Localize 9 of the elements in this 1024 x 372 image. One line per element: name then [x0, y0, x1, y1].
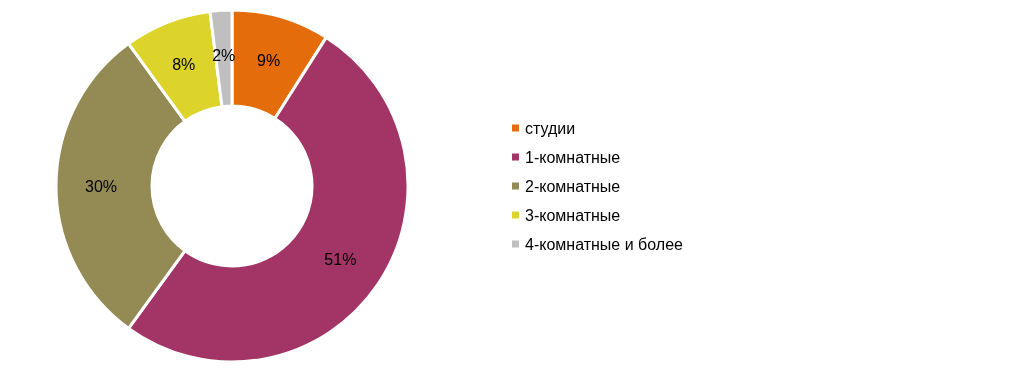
legend-label: 2-комнатные	[525, 177, 621, 195]
legend-label: 3-комнатные	[525, 206, 621, 224]
legend-label: 4-комнатные и более	[525, 235, 684, 253]
legend-label: 1-комнатные	[525, 148, 621, 166]
data-label: 51%	[324, 251, 357, 269]
data-label: 8%	[172, 55, 196, 73]
data-label: 30%	[84, 177, 118, 195]
data-label: 9%	[256, 51, 281, 69]
legend-label: студии	[525, 119, 576, 137]
